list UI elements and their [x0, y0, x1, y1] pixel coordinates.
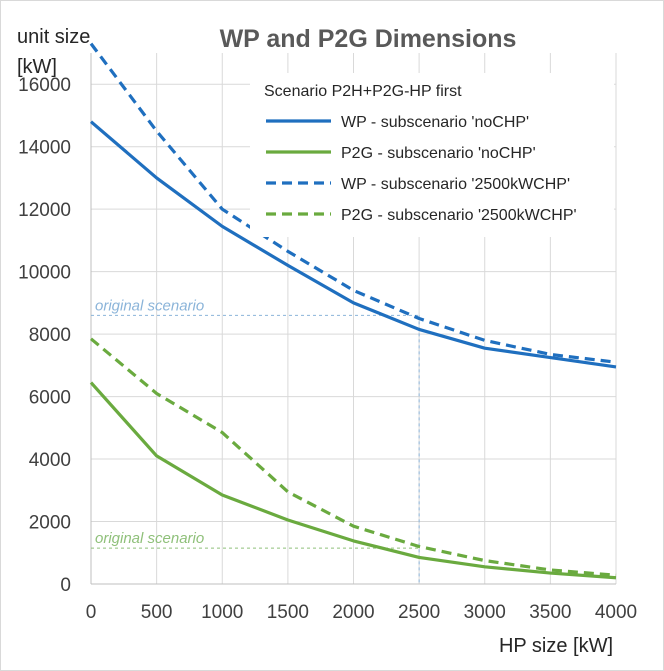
legend-label-4: P2G - subscenario '2500kWCHP'	[341, 207, 577, 224]
series-line-4	[89, 337, 617, 577]
legend-items: WP - subscenario 'noCHP' P2G - subscenari…	[266, 114, 577, 224]
y-tick-label: 2000	[29, 513, 71, 534]
x-axis-title: HP size [kW]	[499, 635, 613, 657]
y-axis-title-line-2: [kW]	[17, 56, 57, 78]
y-axis-title-line-1: unit size	[17, 26, 90, 48]
legend: Scenario P2H+P2G-HP first WP - subscenar…	[250, 73, 614, 237]
x-tick-label: 2000	[332, 602, 374, 623]
x-tick-label: 500	[141, 602, 173, 623]
x-tick-label: 2500	[398, 602, 440, 623]
original-scenario-label: original scenario	[95, 297, 204, 314]
y-tick-label: 16000	[18, 75, 71, 96]
x-tick-label: 4000	[595, 602, 637, 623]
x-tick-label: 1500	[267, 602, 309, 623]
annotation-layer: original scenario original scenario	[91, 297, 420, 584]
y-tick-label: 10000	[18, 263, 71, 284]
tick-layer: 0 500 1000 1500 2000 2500 3000 3500 4000 0 2000 400…	[18, 75, 637, 623]
x-tick-label: 1000	[201, 602, 243, 623]
legend-background	[250, 73, 614, 237]
series-layer	[89, 42, 617, 580]
legend-label-1: WP - subscenario 'noCHP'	[341, 114, 529, 131]
y-tick-label: 12000	[18, 200, 71, 221]
series-line-1	[89, 120, 617, 369]
chart-title: WP and P2G Dimensions	[220, 25, 517, 53]
series-line-2	[89, 381, 617, 580]
y-tick-label: 4000	[29, 450, 71, 471]
x-tick-label: 3500	[529, 602, 571, 623]
legend-label-3: WP - subscenario '2500kWCHP'	[341, 176, 570, 193]
x-tick-label: 3000	[464, 602, 506, 623]
original-scenario-label: original scenario	[95, 530, 204, 547]
y-tick-label: 0	[60, 575, 71, 596]
legend-label-2: P2G - subscenario 'noCHP'	[341, 145, 536, 162]
y-tick-label: 8000	[29, 325, 71, 346]
legend-title: Scenario P2H+P2G-HP first	[264, 83, 462, 100]
y-tick-label: 6000	[29, 388, 71, 409]
x-tick-label: 0	[86, 602, 97, 623]
y-tick-label: 14000	[18, 138, 71, 159]
series-line-3	[89, 42, 617, 364]
